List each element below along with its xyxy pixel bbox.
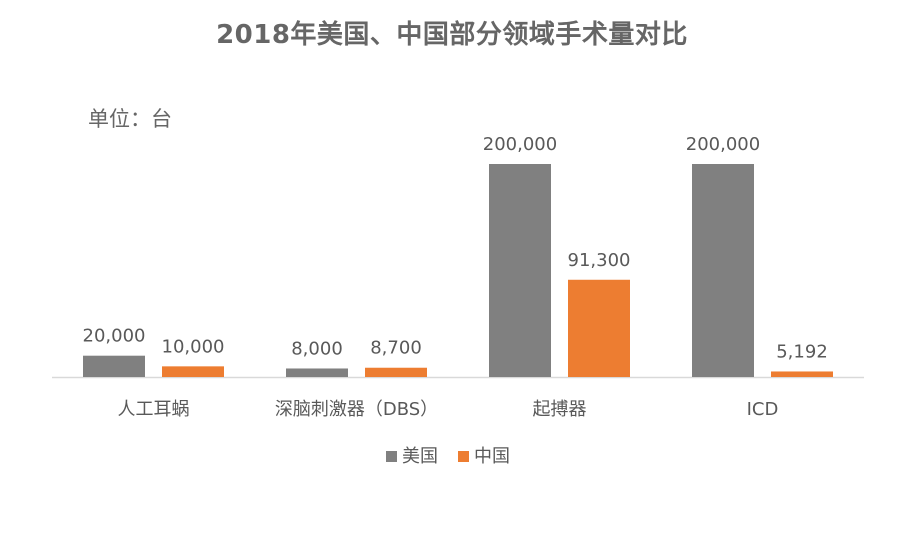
data-label: 200,000 — [483, 134, 557, 155]
legend-label: 中国 — [474, 446, 510, 467]
data-label: 200,000 — [686, 134, 760, 155]
data-label: 8,700 — [370, 338, 422, 359]
legend-swatch-us — [386, 451, 397, 462]
bar-cn-0 — [162, 366, 224, 377]
bar-cn-3 — [771, 371, 833, 377]
chart-title: 2018年美国、中国部分领域手术量对比 — [216, 20, 688, 50]
unit-label: 单位：台 — [88, 107, 172, 131]
bar-us-2 — [489, 164, 551, 377]
x-tick-label: 深脑刺激器（DBS） — [275, 399, 438, 420]
bar-us-0 — [83, 355, 145, 377]
data-label: 91,300 — [568, 250, 631, 271]
x-tick-label: 起搏器 — [533, 399, 587, 420]
bar-cn-2 — [568, 279, 630, 377]
data-label: 5,192 — [776, 341, 828, 362]
x-tick-label: ICD — [747, 399, 779, 420]
data-label: 8,000 — [291, 338, 343, 359]
bar-us-1 — [286, 368, 348, 377]
bar-cn-1 — [365, 367, 427, 377]
legend-swatch-cn — [458, 451, 469, 462]
data-label: 10,000 — [162, 336, 225, 357]
legend-label: 美国 — [402, 446, 438, 467]
data-label: 20,000 — [83, 326, 146, 347]
bar-us-3 — [692, 164, 754, 377]
x-tick-label: 人工耳蜗 — [118, 399, 190, 420]
